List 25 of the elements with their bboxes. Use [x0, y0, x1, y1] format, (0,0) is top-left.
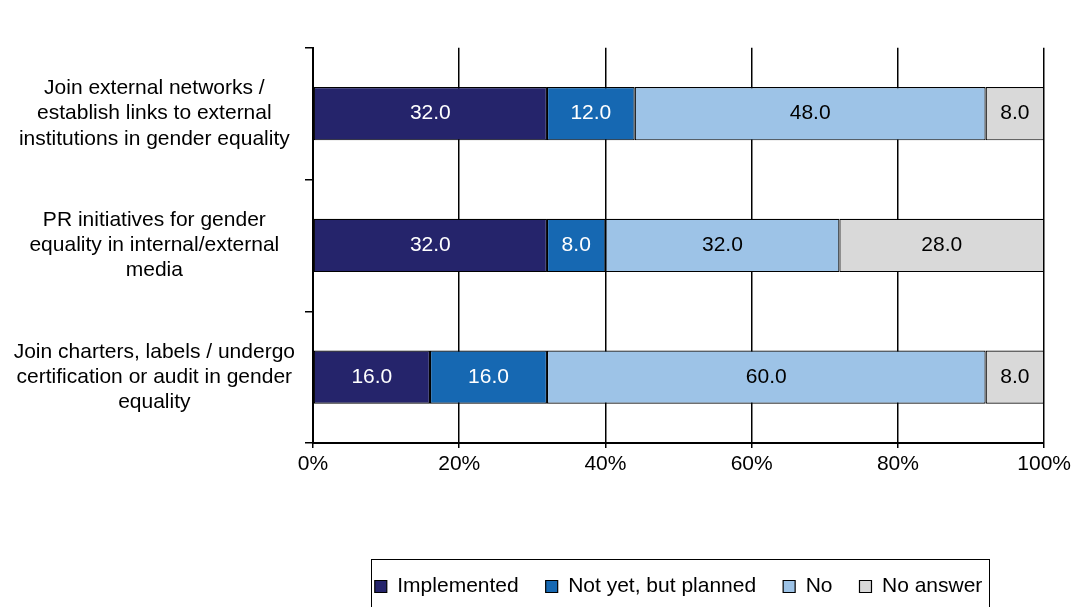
data-label: 60.0	[745, 363, 787, 387]
legend-label: No	[805, 573, 833, 597]
x-tick-label: 40%	[584, 451, 627, 475]
data-label: 48.0	[789, 100, 831, 124]
data-label: 12.0	[570, 100, 612, 124]
y-tick-label: Join external networks / establish links to external institutions in gender equality	[18, 75, 291, 149]
x-tick-label: 100%	[1017, 451, 1071, 475]
data-label: 16.0	[351, 363, 393, 387]
x-tick-label: 20%	[438, 451, 481, 475]
y-tick-label: Join charters, labels / undergo certification or audit in gender equality	[13, 338, 295, 413]
data-label: 28.0	[921, 232, 963, 256]
data-label: 8.0	[1000, 363, 1030, 387]
data-label: 16.0	[468, 363, 509, 387]
x-tick-label: 60%	[730, 451, 773, 475]
x-tick-label: 80%	[876, 451, 919, 475]
data-label: 32.0	[409, 232, 451, 256]
data-label: 32.0	[409, 100, 451, 124]
y-tick-label: PR initiatives for gender equality in internal/external media	[29, 207, 280, 281]
legend-label: No answer	[881, 573, 983, 597]
data-label: 32.0	[702, 232, 743, 256]
data-label: 8.0	[1000, 100, 1030, 124]
legend-label: Not yet, but planned	[568, 573, 757, 597]
data-label: 8.0	[561, 232, 591, 256]
x-tick-label: 0%	[297, 451, 329, 475]
legend-label: Implemented	[397, 573, 519, 597]
